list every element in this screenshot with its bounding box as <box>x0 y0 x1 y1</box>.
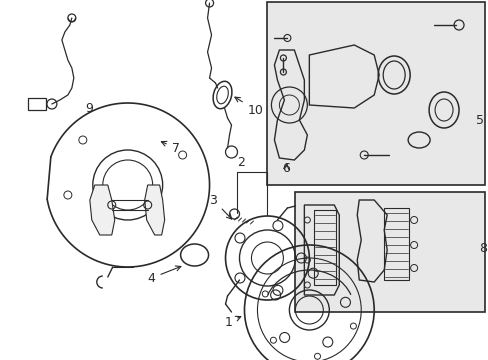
Text: 10: 10 <box>234 97 263 117</box>
Bar <box>314 210 336 285</box>
Polygon shape <box>90 185 115 235</box>
Bar <box>295 192 484 312</box>
Text: 4: 4 <box>147 266 181 284</box>
Text: 7: 7 <box>161 141 179 154</box>
Text: 3: 3 <box>209 194 231 219</box>
Text: 2: 2 <box>237 156 245 168</box>
Text: 9: 9 <box>84 102 93 114</box>
Polygon shape <box>144 185 164 235</box>
Text: 5: 5 <box>475 113 483 126</box>
Text: 8: 8 <box>478 242 486 255</box>
Text: 6: 6 <box>282 162 290 175</box>
Bar <box>267 2 484 185</box>
Bar <box>28 98 46 110</box>
Text: 1: 1 <box>224 315 240 328</box>
Bar <box>384 208 408 280</box>
